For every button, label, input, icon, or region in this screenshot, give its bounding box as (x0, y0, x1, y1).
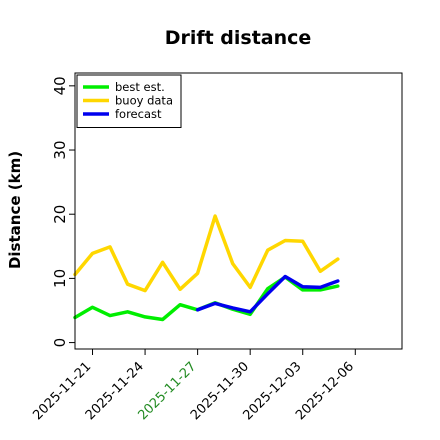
legend-label: forecast (115, 107, 162, 121)
legend-label: best est. (115, 80, 165, 94)
y-tick-label: 30 (51, 140, 69, 159)
series-line-buoy-data (73, 214, 340, 293)
y-tick-label: 0 (51, 338, 69, 348)
plot-frame (74, 72, 403, 350)
y-tick-label: 20 (51, 205, 69, 224)
legend-label: buoy data (115, 94, 173, 108)
y-axis-label: Distance (km) (6, 151, 24, 269)
y-tick-label: 40 (51, 76, 69, 95)
chart-title: Drift distance (165, 27, 312, 49)
series-line-forecast (195, 274, 340, 314)
y-tick-label: 10 (51, 269, 69, 288)
